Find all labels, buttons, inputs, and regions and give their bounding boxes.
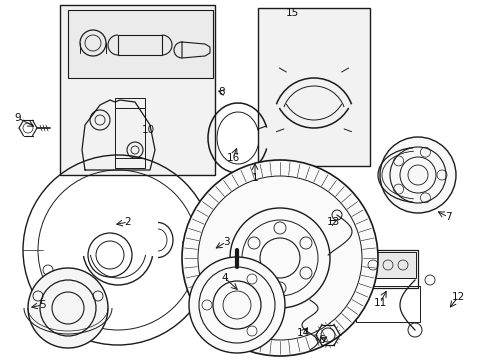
- Text: 6: 6: [318, 335, 325, 345]
- Bar: [68, 10, 213, 78]
- Text: 1: 1: [251, 173, 258, 183]
- Bar: [357, 250, 417, 288]
- Text: 10: 10: [141, 125, 154, 135]
- Text: 9: 9: [15, 113, 21, 123]
- Bar: [118, 35, 162, 55]
- Text: 5: 5: [39, 300, 45, 310]
- Bar: [115, 98, 145, 108]
- Bar: [258, 8, 369, 166]
- Bar: [115, 158, 145, 168]
- Bar: [359, 252, 415, 278]
- Circle shape: [379, 137, 455, 213]
- Text: 14: 14: [296, 328, 309, 338]
- Bar: [60, 5, 215, 175]
- Text: 15: 15: [285, 8, 298, 18]
- Text: 8: 8: [218, 87, 225, 97]
- Text: 12: 12: [450, 292, 464, 302]
- Circle shape: [182, 160, 377, 356]
- Circle shape: [189, 257, 285, 353]
- Circle shape: [28, 268, 108, 348]
- Text: 13: 13: [325, 217, 339, 227]
- Text: 16: 16: [226, 153, 239, 163]
- Bar: [355, 286, 419, 322]
- Text: 3: 3: [222, 237, 229, 247]
- Text: 7: 7: [444, 212, 450, 222]
- Text: 2: 2: [124, 217, 131, 227]
- Text: 11: 11: [373, 298, 386, 308]
- Text: 4: 4: [221, 273, 228, 283]
